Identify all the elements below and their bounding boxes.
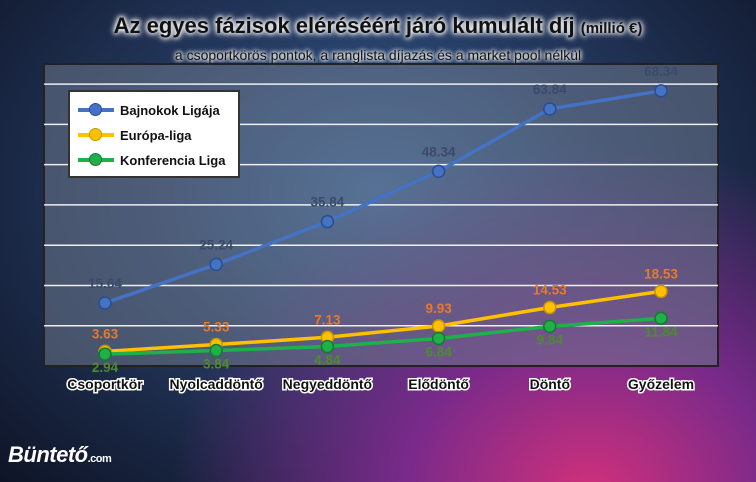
data-label: 2.94 bbox=[92, 360, 119, 375]
data-label: 68.34 bbox=[644, 64, 678, 79]
legend-label: Európa-liga bbox=[120, 127, 192, 143]
data-label: 9.84 bbox=[537, 332, 564, 347]
x-tick-label: Döntő bbox=[530, 376, 570, 392]
data-label: 7.13 bbox=[314, 312, 341, 327]
x-tick-label: Győzelem bbox=[628, 376, 694, 392]
data-label: 18.53 bbox=[644, 266, 678, 281]
legend: Bajnokok Ligája Európa-liga Konferencia … bbox=[68, 90, 240, 178]
data-label: 25.24 bbox=[199, 237, 233, 252]
legend-item-ecl: Konferencia Liga bbox=[78, 150, 225, 170]
legend-label: Konferencia Liga bbox=[120, 152, 226, 168]
data-label: 3.84 bbox=[203, 357, 230, 372]
x-tick-label: Elődöntő bbox=[408, 376, 469, 392]
data-point bbox=[209, 343, 223, 358]
watermark-logo: Büntető.com bbox=[8, 442, 112, 467]
legend-swatch bbox=[78, 125, 114, 145]
x-tick-label: Csoportkör bbox=[67, 376, 143, 392]
data-label: 35.84 bbox=[311, 195, 345, 210]
data-point bbox=[98, 296, 112, 310]
x-tick-label: Negyeddöntő bbox=[283, 376, 372, 392]
data-point bbox=[543, 319, 557, 334]
data-label: 14.53 bbox=[533, 282, 567, 297]
data-point bbox=[543, 102, 557, 116]
data-label: 48.34 bbox=[422, 144, 456, 159]
series-line bbox=[104, 316, 662, 356]
data-point bbox=[431, 331, 446, 346]
x-tick-label: Nyolcaddöntő bbox=[170, 376, 263, 392]
legend-item-cl: Bajnokok Ligája bbox=[78, 100, 220, 120]
legend-label: Bajnokok Ligája bbox=[120, 102, 220, 118]
data-label: 4.84 bbox=[314, 353, 341, 368]
data-point bbox=[98, 347, 112, 361]
data-point bbox=[431, 164, 446, 179]
data-point bbox=[654, 284, 668, 299]
data-label: 15.64 bbox=[88, 276, 122, 291]
data-label: 11.84 bbox=[644, 324, 678, 339]
legend-swatch bbox=[78, 100, 114, 120]
data-point bbox=[209, 257, 223, 272]
series-line bbox=[104, 289, 662, 354]
data-label: 5.33 bbox=[203, 320, 230, 335]
chart-subtitle: a csoportkörös pontok, a ranglista díjaz… bbox=[174, 47, 582, 63]
series-line bbox=[104, 89, 662, 305]
data-label: 3.63 bbox=[92, 326, 119, 341]
data-point bbox=[543, 300, 557, 315]
legend-swatch bbox=[78, 150, 114, 170]
data-point bbox=[431, 319, 446, 333]
data-point bbox=[654, 84, 668, 98]
legend-item-el: Európa-liga bbox=[78, 125, 192, 145]
data-label: 6.84 bbox=[425, 344, 452, 359]
data-label: 63.84 bbox=[533, 82, 567, 97]
data-point bbox=[320, 214, 335, 229]
data-point bbox=[320, 339, 335, 354]
title-unit: (millió €) bbox=[580, 20, 643, 37]
chart-title: Az egyes fázisok eléréséért járó kumulál… bbox=[113, 13, 643, 38]
data-point bbox=[654, 311, 668, 326]
data-label: 9.93 bbox=[425, 301, 452, 316]
